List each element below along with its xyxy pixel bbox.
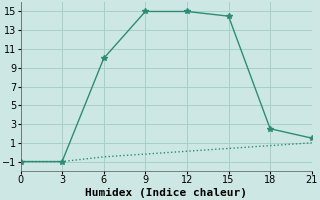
X-axis label: Humidex (Indice chaleur): Humidex (Indice chaleur) <box>85 188 247 198</box>
